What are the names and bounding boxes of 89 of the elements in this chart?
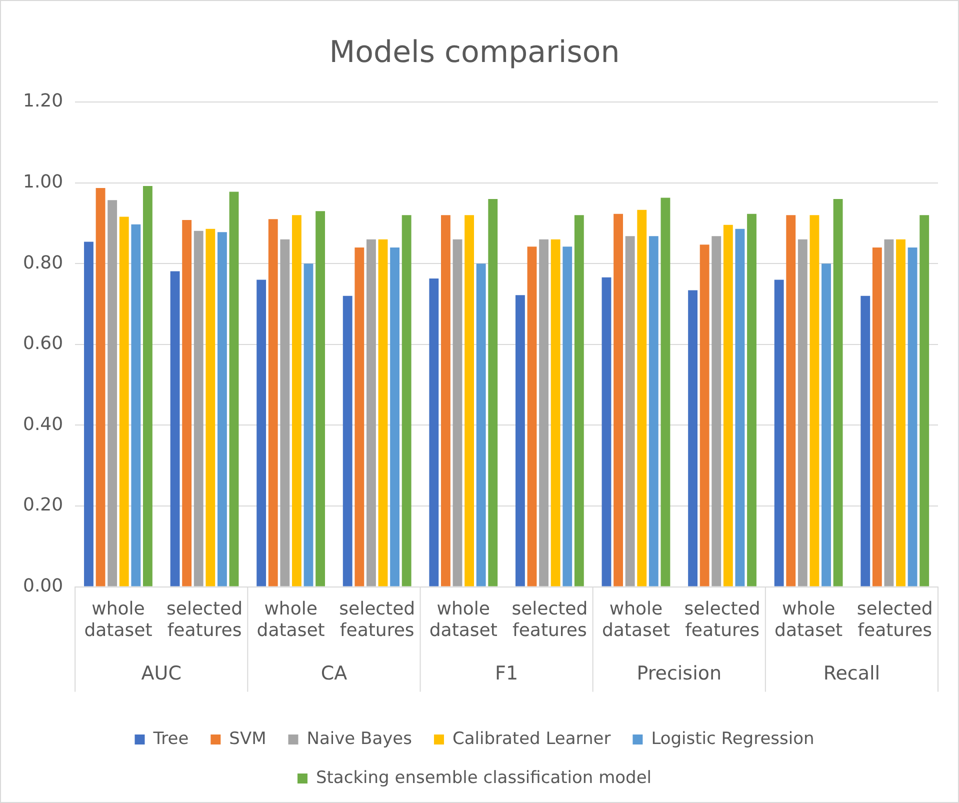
bar bbox=[316, 211, 326, 586]
bar bbox=[342, 296, 352, 586]
bar bbox=[562, 246, 572, 586]
bar bbox=[602, 277, 612, 586]
bar bbox=[96, 188, 106, 586]
x-tick-label: selected features bbox=[512, 598, 588, 641]
y-tick-label: 0.00 bbox=[23, 575, 64, 596]
text: Recall bbox=[823, 662, 880, 685]
bar bbox=[833, 198, 843, 586]
bar bbox=[515, 295, 525, 586]
bar bbox=[429, 278, 439, 586]
bar bbox=[735, 228, 745, 586]
bar bbox=[464, 215, 474, 586]
bar bbox=[194, 230, 204, 586]
legend-label: Logistic Regression bbox=[651, 728, 814, 749]
bar bbox=[884, 239, 894, 586]
bar bbox=[268, 219, 278, 586]
bar bbox=[354, 247, 364, 586]
bar bbox=[527, 246, 537, 586]
bar bbox=[908, 247, 918, 586]
bar bbox=[614, 214, 624, 586]
bar bbox=[108, 200, 118, 586]
bar bbox=[625, 236, 635, 586]
text: AUC bbox=[141, 662, 182, 685]
y-tick-label: 0.40 bbox=[23, 414, 64, 435]
bar bbox=[723, 224, 733, 586]
y-tick-label: 0.80 bbox=[23, 252, 64, 274]
bar bbox=[229, 192, 239, 586]
bar bbox=[476, 264, 486, 586]
bar bbox=[896, 239, 906, 586]
bar bbox=[688, 290, 698, 586]
y-tick-label: 1.20 bbox=[23, 90, 64, 112]
bar bbox=[131, 224, 141, 586]
x-tick-label: whole dataset bbox=[429, 598, 498, 641]
bar bbox=[292, 215, 302, 586]
legend-label: Tree bbox=[152, 728, 189, 749]
bar bbox=[488, 198, 498, 586]
bar bbox=[119, 216, 129, 586]
bar bbox=[872, 247, 882, 586]
bar bbox=[798, 239, 808, 586]
bar bbox=[366, 239, 376, 586]
bar bbox=[660, 198, 670, 586]
bar bbox=[304, 264, 314, 586]
bar bbox=[747, 214, 756, 586]
legend-label: SVM bbox=[229, 728, 266, 749]
bar bbox=[648, 236, 658, 586]
bar bbox=[84, 242, 94, 586]
x-tick-label: whole dataset bbox=[84, 598, 152, 641]
y-tick-label: 0.20 bbox=[23, 494, 64, 516]
x-tick-label: selected features bbox=[856, 598, 933, 641]
bar bbox=[712, 236, 722, 586]
bar bbox=[774, 280, 784, 586]
bar bbox=[810, 215, 820, 586]
bar bbox=[574, 215, 584, 586]
bar bbox=[920, 215, 930, 586]
text: Precision bbox=[636, 662, 722, 685]
y-tick-label: 1.00 bbox=[23, 171, 64, 192]
chart-title: Models comparison bbox=[329, 34, 620, 70]
x-tick-label: whole dataset bbox=[256, 598, 325, 641]
bar bbox=[822, 264, 831, 586]
bar bbox=[256, 280, 266, 586]
bar bbox=[860, 296, 870, 586]
bar bbox=[700, 244, 710, 586]
bar bbox=[170, 271, 180, 586]
legend-label: Calibrated Learner bbox=[452, 728, 611, 749]
bar bbox=[452, 239, 462, 586]
bar bbox=[402, 215, 412, 586]
legend-label: Stacking ensemble classification model bbox=[316, 768, 652, 788]
bar bbox=[440, 215, 450, 586]
x-tick-label: selected features bbox=[684, 598, 760, 641]
legend-label: Naive Bayes bbox=[306, 728, 412, 749]
bar bbox=[539, 239, 549, 586]
bar bbox=[378, 239, 388, 586]
bar bbox=[182, 220, 192, 586]
bar bbox=[217, 232, 227, 586]
text: CA bbox=[320, 662, 348, 685]
x-tick-label: whole dataset bbox=[602, 598, 670, 641]
bar bbox=[786, 215, 796, 586]
x-tick-label: whole dataset bbox=[774, 598, 843, 641]
bar bbox=[637, 210, 647, 586]
x-tick-label: selected features bbox=[166, 598, 243, 641]
bar bbox=[280, 239, 290, 586]
bar bbox=[390, 247, 400, 586]
y-tick-label: 0.60 bbox=[23, 333, 64, 354]
bar bbox=[550, 239, 560, 586]
bar bbox=[142, 186, 152, 586]
text: F1 bbox=[495, 662, 518, 685]
bar bbox=[206, 228, 216, 586]
x-tick-label: selected features bbox=[339, 598, 416, 641]
